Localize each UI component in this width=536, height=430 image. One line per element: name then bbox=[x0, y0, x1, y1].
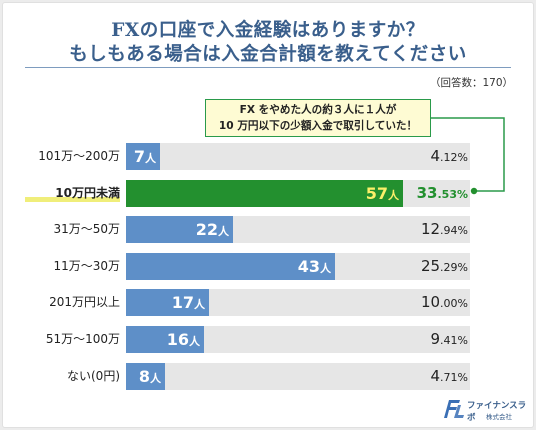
title-line-1: FXの口座で入金経験はありますか？ bbox=[111, 20, 425, 41]
category-label: ない(0円) bbox=[67, 368, 120, 383]
value-label: 16人 bbox=[166, 330, 200, 349]
percent-label: 10.00% bbox=[420, 293, 468, 312]
bar bbox=[126, 289, 209, 317]
category-label: 101万～200万 bbox=[38, 149, 120, 163]
value-label: 7人 bbox=[133, 147, 156, 166]
callout-connector bbox=[431, 117, 505, 195]
bar-track bbox=[126, 362, 470, 390]
chart-title: FXの口座で入金経験はありますか？ もしもある場合は入金合計額を教えてください bbox=[3, 19, 533, 67]
bar bbox=[126, 179, 403, 207]
percent-label: 4.12% bbox=[430, 147, 469, 165]
bar bbox=[126, 326, 204, 353]
value-label: 43人 bbox=[297, 256, 331, 276]
infographic-card: FXの口座で入金経験はありますか？ もしもある場合は入金合計額を教えてください … bbox=[3, 3, 533, 427]
bar bbox=[126, 143, 160, 170]
callout-line-1: FX をやめた人の約３人に１人が bbox=[239, 104, 397, 116]
bar-track bbox=[126, 143, 470, 170]
percent-label: 33.53% bbox=[416, 183, 468, 202]
bar-chart: 101万～200万 7人 4.12% 10万円未満 57人 33.53% 31万～50万 22… bbox=[3, 3, 533, 427]
connector-line bbox=[431, 117, 505, 192]
value-label: 17人 bbox=[171, 293, 205, 313]
title-line-2: もしもある場合は入金合計額を教えてください bbox=[69, 44, 467, 65]
value-label: 57人 bbox=[365, 183, 399, 203]
callout-box: FX をやめた人の約３人に１人が 10 万円以下の少額入金で取引していた！ bbox=[205, 99, 431, 137]
logo-name: ファイナンスラボ bbox=[467, 401, 527, 423]
bar bbox=[126, 216, 233, 244]
bar bbox=[126, 362, 165, 390]
category-label: 201万円以上 bbox=[49, 295, 120, 310]
percent-label: 4.71% bbox=[430, 366, 469, 385]
value-label: 22人 bbox=[195, 220, 229, 240]
logo-corp: 株式会社 bbox=[486, 413, 512, 421]
callout-line-2: 10 万円以下の少額入金で取引していた！ bbox=[218, 120, 418, 132]
connector-dot bbox=[470, 187, 478, 195]
category-label: 51万～100万 bbox=[45, 332, 120, 346]
category-label: 11万～30万 bbox=[53, 258, 120, 273]
percent-label: 12.94% bbox=[420, 220, 468, 239]
percent-label: 25.29% bbox=[420, 256, 468, 275]
fl-logo-icon bbox=[444, 400, 464, 418]
company-logo: ファイナンスラボ 株式会社 bbox=[441, 397, 531, 423]
value-label: 8人 bbox=[138, 366, 161, 386]
category-highlight-underline bbox=[25, 196, 120, 202]
bar bbox=[126, 252, 335, 280]
percent-label: 9.41% bbox=[430, 330, 469, 348]
response-count: （回答数：170） bbox=[429, 77, 513, 89]
category-label: 31万～50万 bbox=[53, 222, 120, 237]
category-label: 10万円未満 bbox=[55, 185, 120, 200]
title-divider bbox=[25, 67, 511, 68]
